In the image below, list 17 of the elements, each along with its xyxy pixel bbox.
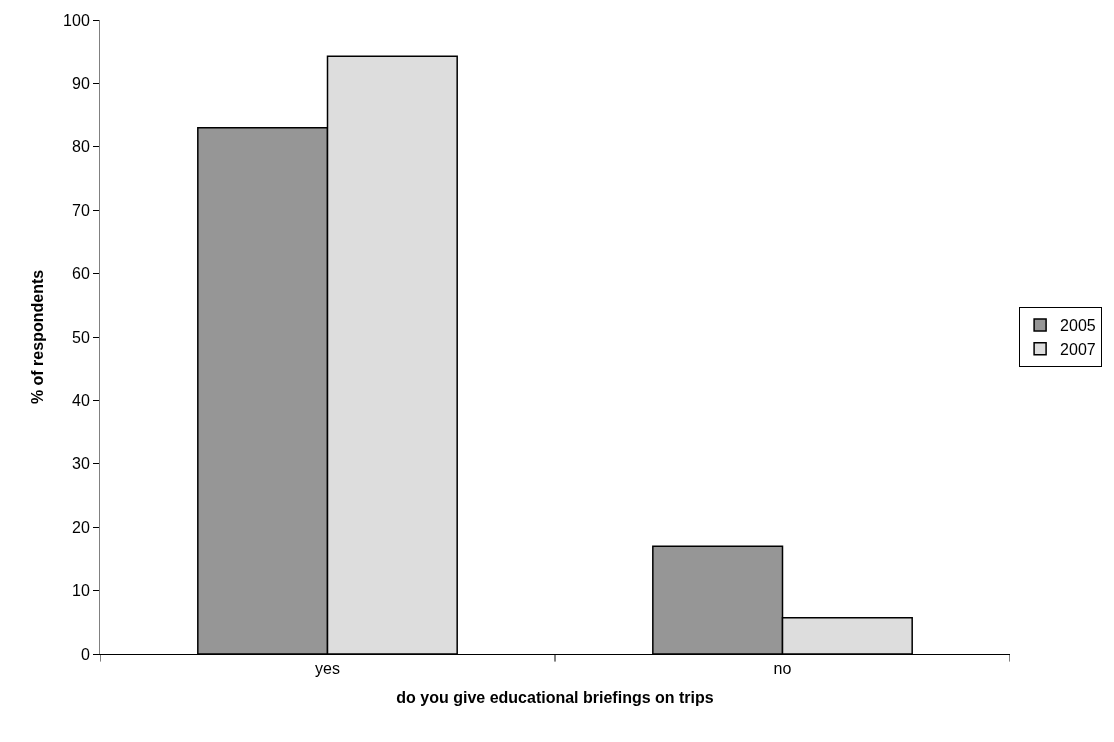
x-tick-label: yes	[315, 660, 340, 678]
y-tick-label: 90	[72, 75, 90, 92]
y-tick-label: 10	[72, 582, 90, 600]
legend-label: 2005	[1060, 317, 1096, 335]
x-axis-title: do you give educational briefings on trips	[396, 688, 714, 706]
y-tick-label: 0	[80, 645, 90, 663]
y-tick-label: 80	[72, 138, 90, 156]
y-tick-label: 40	[72, 392, 90, 409]
y-tick-label: 60	[72, 265, 90, 283]
y-tick-label: 30	[72, 455, 90, 473]
y-axis-title: % of respondents	[29, 269, 46, 405]
y-tick-label: 20	[72, 518, 90, 536]
legend-label: 2007	[1060, 340, 1096, 358]
y-tick-label: 100	[63, 11, 90, 29]
y-tick-label: 50	[72, 328, 90, 346]
y-tick-label: 70	[72, 201, 90, 219]
x-tick-label: no	[773, 660, 792, 678]
